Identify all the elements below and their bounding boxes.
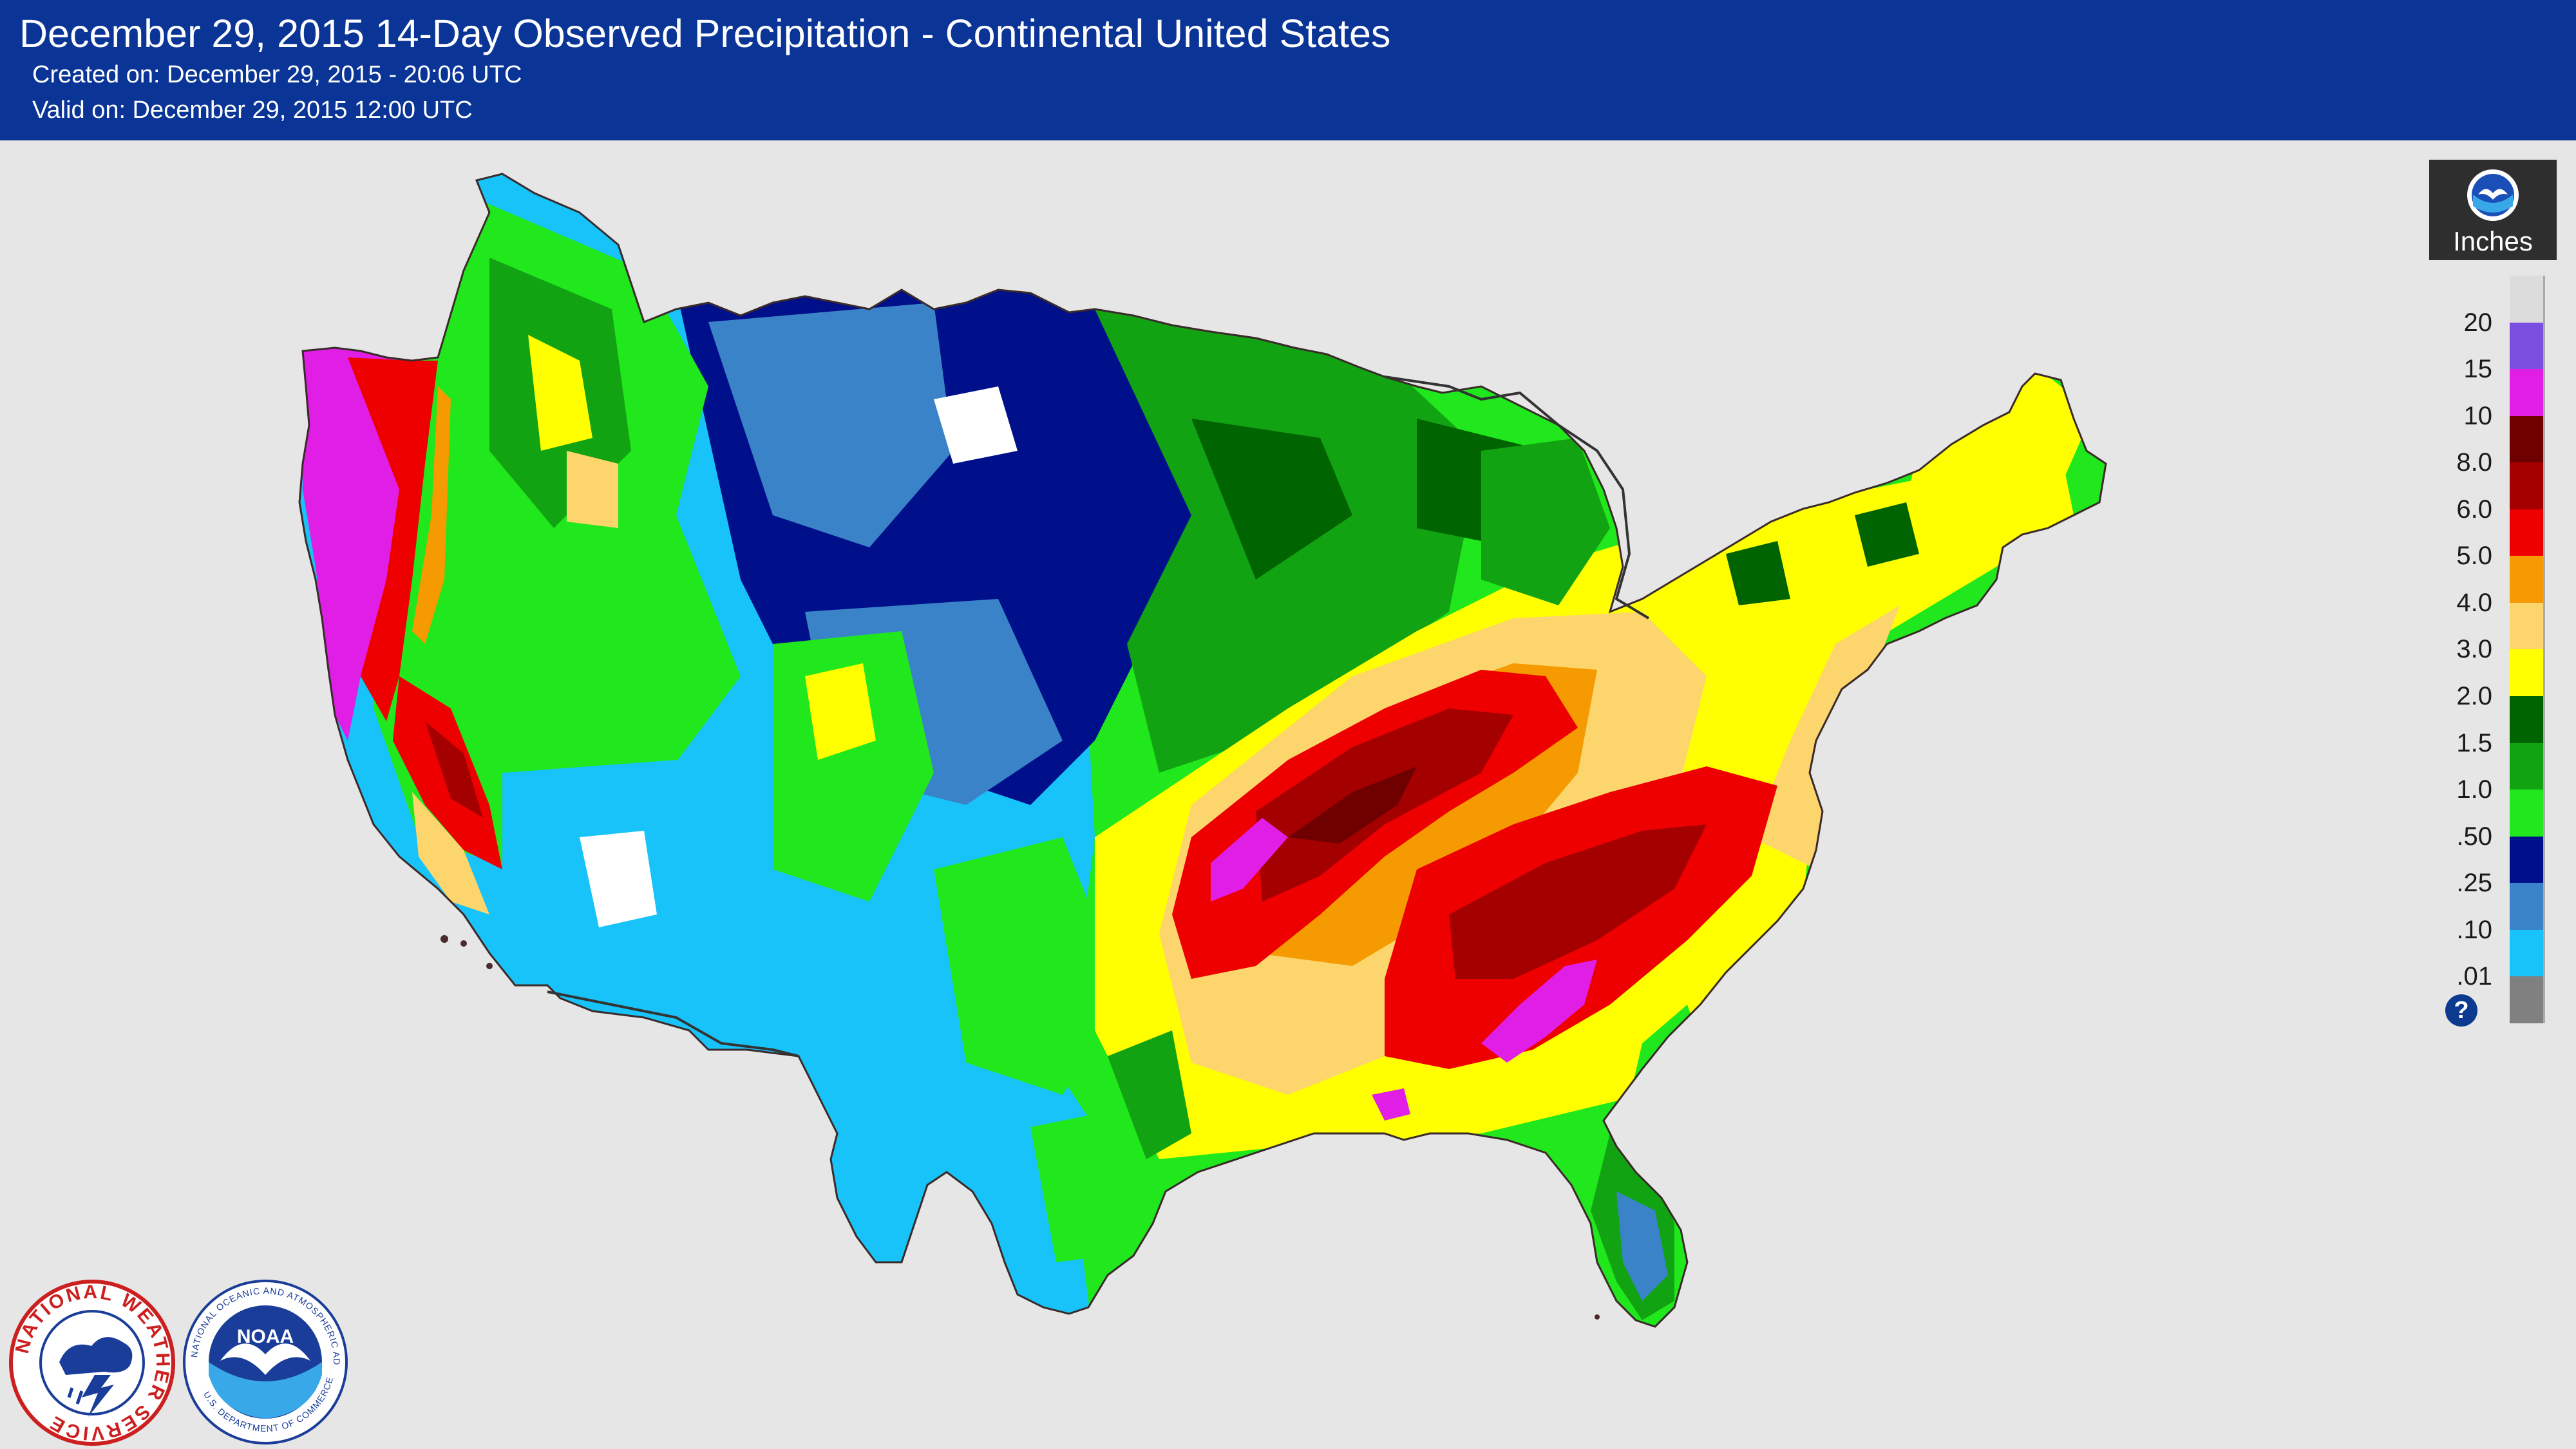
legend-swatch: [2510, 696, 2543, 744]
legend-swatch: [2510, 369, 2543, 417]
legend-swatch: [2510, 649, 2543, 697]
nws-logo: NATIONAL WEATHER SERVICE: [9, 1280, 175, 1446]
legend-tick-label: 15: [2463, 355, 2493, 384]
created-timestamp: Created on: December 29, 2015 - 20:06 UT…: [32, 61, 522, 88]
legend-swatch: [2510, 602, 2543, 650]
valid-timestamp: Valid on: December 29, 2015 12:00 UTC: [32, 97, 473, 124]
legend-tick-label: 6.0: [2456, 495, 2492, 524]
legend-swatch: [2510, 462, 2543, 510]
channel-island: [440, 935, 448, 943]
legend-tick-label: 4.0: [2456, 588, 2492, 617]
legend-tick-label: .01: [2456, 962, 2492, 991]
legend-header: Inches: [2429, 160, 2557, 260]
legend-swatch: [2510, 415, 2543, 463]
legend-unit-label: Inches: [2453, 226, 2533, 256]
legend-tick-label: .25: [2456, 869, 2492, 898]
channel-island: [460, 940, 467, 947]
legend-tick-label: 8.0: [2456, 448, 2492, 477]
legend-swatch: [2510, 883, 2543, 931]
legend-tick-label: 5.0: [2456, 542, 2492, 571]
precipitation-map: [298, 173, 2107, 1328]
precipitation-fill: [299, 174, 2106, 1327]
legend-tick-label: 20: [2463, 308, 2493, 337]
legend-tick-label: .10: [2456, 915, 2492, 944]
legend-swatch: [2510, 790, 2543, 837]
legend-swatch: [2510, 276, 2543, 323]
legend-tick-label: 1.0: [2456, 775, 2492, 804]
legend-swatch: [2510, 509, 2543, 556]
keys-island: [1595, 1314, 1600, 1320]
legend-tick-label: 3.0: [2456, 635, 2492, 664]
legend-tick-label: .50: [2456, 822, 2492, 851]
channel-island: [486, 963, 493, 969]
noaa-logo: NATIONAL OCEANIC AND ATMOSPHERIC ADMINIS…: [182, 1278, 348, 1444]
header-bar: December 29, 2015 14-Day Observed Precip…: [0, 0, 2576, 140]
noaa-logo-text: NOAA: [237, 1326, 294, 1347]
legend-tick-label: 2.0: [2456, 682, 2492, 711]
noaa-icon: [2467, 169, 2519, 221]
legend-color-scale: [2510, 276, 2543, 1024]
legend-swatch: [2510, 929, 2543, 977]
legend-swatch: [2510, 556, 2543, 603]
international-border: [1384, 375, 1650, 620]
help-icon[interactable]: ?: [2445, 994, 2477, 1027]
legend-swatch: [2510, 976, 2543, 1024]
legend-swatch: [2510, 836, 2543, 884]
legend-tick-label: 10: [2463, 401, 2493, 430]
page-title: December 29, 2015 14-Day Observed Precip…: [19, 12, 1391, 55]
mexico-border: [547, 990, 799, 1057]
legend-tick-label: 1.5: [2456, 728, 2492, 757]
legend-swatch: [2510, 322, 2543, 370]
legend-swatch: [2510, 743, 2543, 790]
